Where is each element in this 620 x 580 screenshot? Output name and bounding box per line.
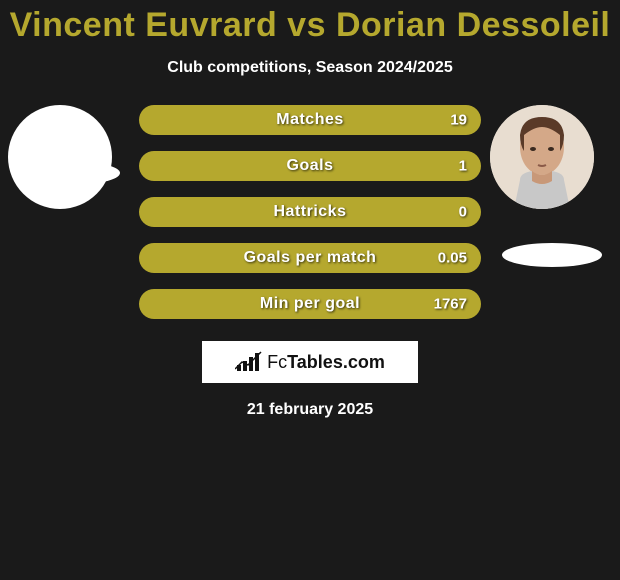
stat-bar: Matches 19	[139, 105, 481, 135]
stat-label: Matches	[276, 111, 344, 129]
stat-label: Goals	[287, 157, 334, 175]
logo-prefix: Fc	[267, 352, 287, 372]
stat-bar: Min per goal 1767	[139, 289, 481, 319]
player-right-portrait-icon	[490, 105, 594, 209]
bar-chart-icon	[235, 351, 263, 373]
stat-bar: Goals per match 0.05	[139, 243, 481, 273]
logo-suffix: Tables.com	[287, 352, 385, 372]
stat-bars: Matches 19 Goals 1 Hattricks 0 Goals per…	[139, 105, 481, 319]
player-left-shadow	[20, 161, 120, 185]
stat-value-right: 0.05	[438, 250, 467, 267]
stat-value-right: 1	[459, 158, 467, 175]
subtitle: Club competitions, Season 2024/2025	[0, 59, 620, 77]
stat-label: Goals per match	[244, 249, 377, 267]
stat-bar: Goals 1	[139, 151, 481, 181]
logo-box[interactable]: FcTables.com	[202, 341, 418, 383]
stat-label: Hattricks	[274, 203, 347, 221]
date-label: 21 february 2025	[0, 401, 620, 419]
content-area: Matches 19 Goals 1 Hattricks 0 Goals per…	[0, 105, 620, 419]
player-left-avatar	[8, 105, 112, 209]
player-right-avatar	[490, 105, 594, 209]
stat-value-right: 1767	[434, 296, 467, 313]
stat-label: Min per goal	[260, 295, 360, 313]
comparison-card: Vincent Euvrard vs Dorian Dessoleil Club…	[0, 0, 620, 580]
stat-value-right: 19	[450, 112, 467, 129]
stat-value-right: 0	[459, 204, 467, 221]
page-title: Vincent Euvrard vs Dorian Dessoleil	[0, 0, 620, 45]
stat-bar: Hattricks 0	[139, 197, 481, 227]
player-right-shadow	[502, 243, 602, 267]
logo-text: FcTables.com	[267, 352, 385, 373]
